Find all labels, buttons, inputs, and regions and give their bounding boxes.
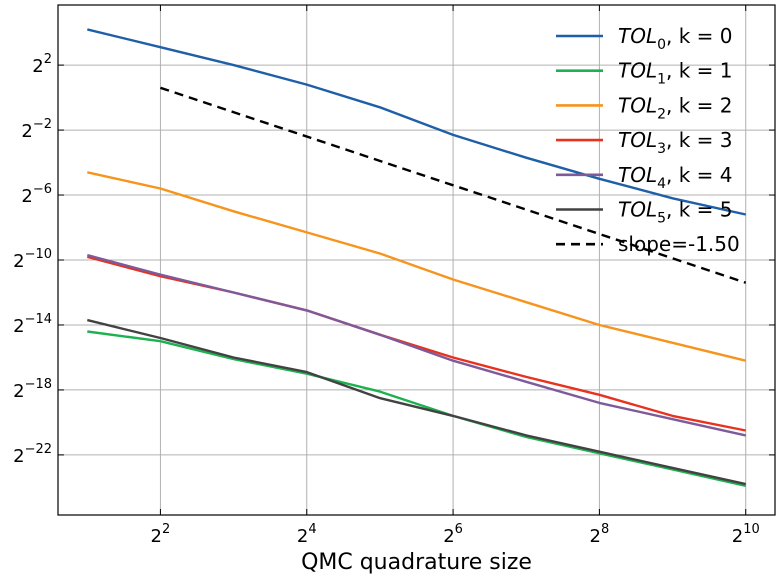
y-tick-label: 2−14	[13, 312, 52, 337]
y-tick-label: 2−18	[13, 377, 52, 402]
legend-name: TOL	[618, 163, 657, 187]
x-tick-base: 2	[297, 526, 308, 547]
legend-subscript: 4	[657, 176, 666, 192]
x-tick-base: 2	[443, 526, 454, 547]
x-tick-label: 24	[297, 522, 317, 547]
legend-label-3: TOL3, k = 3	[618, 128, 733, 157]
x-tick-label: 26	[443, 522, 463, 547]
x-tick-label: 28	[590, 522, 610, 547]
legend-name: TOL	[618, 59, 657, 83]
legend-subscript: 1	[657, 72, 666, 88]
series-lines	[86, 28, 747, 487]
x-tick-base: 2	[590, 526, 601, 547]
legend-suffix: , k = 5	[666, 198, 733, 222]
y-tick-base: 2	[21, 186, 32, 207]
x-tick-base: 2	[151, 526, 162, 547]
legend-subscript: 0	[657, 37, 666, 53]
y-tick-exponent: −18	[25, 377, 52, 392]
y-tick-exponent: −22	[25, 442, 52, 457]
series-line-2	[87, 171, 746, 362]
x-tick-base: 2	[732, 526, 743, 547]
x-tick-exponent: 4	[308, 522, 316, 537]
legend-suffix: , k = 2	[666, 93, 733, 117]
x-tick-label: 22	[151, 522, 171, 547]
legend-subscript: 3	[657, 141, 666, 157]
y-tick-base: 2	[13, 446, 24, 467]
y-tick-base: 2	[21, 121, 32, 142]
x-tick-label: 210	[732, 522, 760, 547]
legend-suffix: , k = 1	[666, 59, 733, 83]
legend-subscript: 5	[657, 211, 666, 227]
y-tick-exponent: 2	[44, 52, 52, 67]
legend-suffix: , k = 3	[666, 128, 733, 152]
y-tick-label: 2−22	[13, 442, 52, 467]
y-tick-exponent: −14	[25, 312, 52, 327]
legend-suffix: , k = 4	[666, 163, 733, 187]
legend-label-5: TOL5, k = 5	[618, 198, 733, 227]
y-tick-label: 2−6	[21, 182, 52, 207]
series-line-6	[160, 86, 747, 284]
legend-label-1: TOL1, k = 1	[618, 59, 733, 88]
legend-subscript: 2	[657, 106, 666, 122]
x-tick-exponent: 8	[601, 522, 609, 537]
y-tick-label: 2−10	[13, 247, 52, 272]
x-axis-label: QMC quadrature size	[301, 550, 532, 575]
y-tick-label: 22	[32, 52, 52, 77]
legend-name: TOL	[618, 198, 657, 222]
series-line-1	[87, 330, 746, 487]
y-tick-base: 2	[13, 381, 24, 402]
y-tick-base: 2	[32, 56, 43, 77]
legend-name: TOL	[618, 93, 657, 117]
x-tick-exponent: 2	[162, 522, 170, 537]
y-tick-base: 2	[13, 251, 24, 272]
legend-label-4: TOL4, k = 4	[618, 163, 733, 192]
y-tick-label: 2−2	[21, 117, 52, 142]
legend-label-0: TOL0, k = 0	[618, 24, 733, 53]
legend-name: TOL	[618, 24, 657, 48]
x-tick-exponent: 6	[455, 522, 463, 537]
x-tick-exponent: 10	[743, 522, 760, 537]
y-tick-exponent: −6	[33, 182, 52, 197]
y-tick-exponent: −2	[33, 117, 52, 132]
grid	[58, 5, 775, 515]
legend-name: TOL	[618, 128, 657, 152]
legend-label-2: TOL2, k = 2	[618, 93, 733, 122]
series-line-4	[86, 253, 746, 437]
series-line-5	[87, 318, 746, 486]
y-tick-exponent: −10	[25, 247, 52, 262]
series-line-0	[87, 28, 746, 216]
legend-label-6: slope=-1.50	[618, 232, 740, 256]
y-tick-base: 2	[13, 316, 24, 337]
legend-suffix: , k = 0	[666, 24, 733, 48]
